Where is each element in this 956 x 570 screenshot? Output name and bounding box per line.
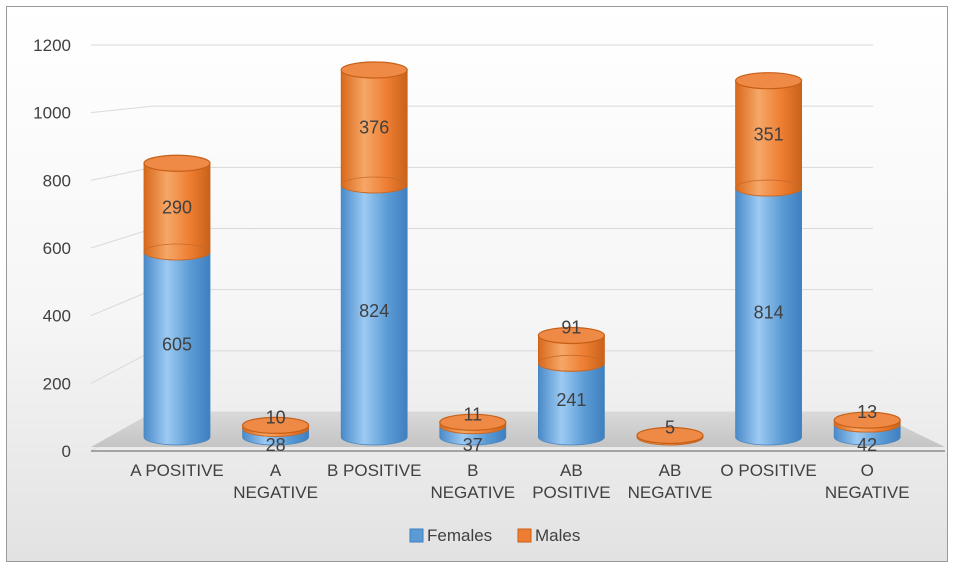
x-category-label: B POSITIVE	[327, 461, 421, 480]
bar-top-males	[537, 326, 606, 345]
bar-top-males	[636, 426, 704, 445]
legend-swatch-males	[517, 528, 532, 543]
bar-top-males	[242, 416, 310, 434]
data-label-males: 10	[266, 407, 286, 427]
chart-area: 0 200 400 600 800 1000 1200 605 290 A POSITIVE 28 1…	[6, 6, 948, 562]
y-tick-label: 800	[43, 171, 71, 190]
data-label-males: 11	[463, 404, 482, 424]
data-label-females: 42	[857, 435, 877, 455]
data-label-females: 241	[556, 390, 586, 410]
bar-females	[143, 251, 211, 446]
bar-top-males	[439, 413, 507, 431]
legend-label-females: Females	[427, 526, 492, 545]
x-category-label: NEGATIVE	[628, 483, 713, 502]
legend-label-males: Males	[535, 526, 580, 545]
x-category-label: A POSITIVE	[130, 461, 224, 480]
bar-females	[340, 184, 408, 446]
data-label-males: 13	[857, 402, 877, 422]
gridline	[90, 105, 873, 114]
bar-seam	[340, 176, 408, 194]
x-category-label: AB	[560, 461, 583, 480]
data-label-males: 351	[754, 124, 784, 144]
data-label-females: 28	[266, 435, 286, 455]
x-category-label: NEGATIVE	[825, 483, 910, 502]
y-tick-label: 600	[43, 239, 71, 258]
data-label-males: 290	[162, 198, 192, 218]
bar-seam	[538, 354, 605, 372]
bar-top-males	[833, 411, 901, 429]
bar-seam	[143, 243, 211, 261]
data-label-females: 824	[359, 301, 389, 321]
y-tick-label: 1000	[33, 104, 71, 123]
data-label-females: 814	[754, 303, 784, 323]
data-label-males: 91	[561, 317, 581, 337]
y-tick-label: 200	[43, 374, 71, 393]
y-tick-label: 0	[62, 442, 71, 461]
x-category-label: B	[467, 461, 478, 480]
chart-floor	[91, 412, 945, 447]
x-category-label: A	[270, 461, 282, 480]
x-category-label: POSITIVE	[532, 483, 610, 502]
x-category-label: NEGATIVE	[430, 483, 515, 502]
x-category-label: NEGATIVE	[233, 483, 318, 502]
legend-swatch-females	[409, 528, 424, 543]
data-label-females: 605	[162, 334, 192, 354]
stacked-cylinder-bar-chart: 0 200 400 600 800 1000 1200 605 290 A POSITIVE 28 1…	[33, 36, 945, 545]
y-tick-label: 1200	[33, 36, 71, 55]
bar-top-males	[734, 72, 803, 90]
data-label-males: 376	[359, 117, 389, 137]
data-label-males: 5	[665, 417, 675, 437]
data-label-females: 37	[463, 435, 483, 455]
bar-females	[538, 362, 605, 446]
y-tick-label: 400	[43, 307, 71, 326]
x-category-label: O	[861, 461, 874, 480]
bar-females	[735, 187, 802, 446]
bar-top-males	[340, 61, 408, 79]
bar-seam	[735, 179, 802, 197]
bar-top-males	[143, 154, 211, 172]
x-category-label: O POSITIVE	[720, 461, 816, 480]
x-category-label: AB	[659, 461, 682, 480]
